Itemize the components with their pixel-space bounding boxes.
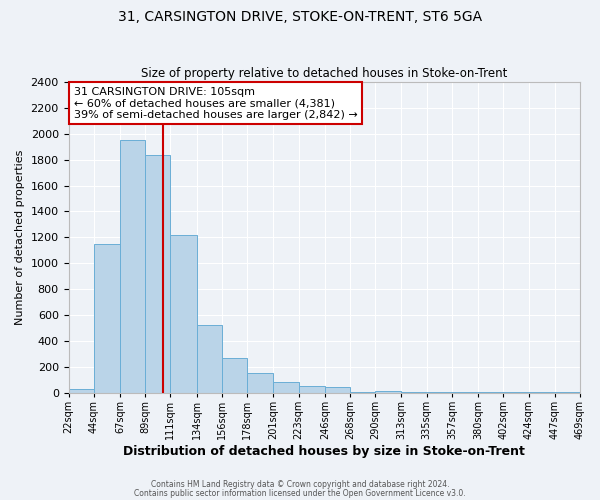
Text: Contains HM Land Registry data © Crown copyright and database right 2024.: Contains HM Land Registry data © Crown c… [151, 480, 449, 489]
Bar [120, 140, 145, 392]
Text: Contains public sector information licensed under the Open Government Licence v3: Contains public sector information licen… [134, 488, 466, 498]
Bar [247, 373, 274, 392]
X-axis label: Distribution of detached houses by size in Stoke-on-Trent: Distribution of detached houses by size … [124, 444, 525, 458]
Bar [197, 326, 222, 392]
Bar [145, 154, 170, 392]
Bar [299, 386, 325, 392]
Bar [68, 388, 94, 392]
Text: 31 CARSINGTON DRIVE: 105sqm
← 60% of detached houses are smaller (4,381)
39% of : 31 CARSINGTON DRIVE: 105sqm ← 60% of det… [74, 86, 358, 120]
Bar [325, 388, 350, 392]
Bar [274, 382, 299, 392]
Y-axis label: Number of detached properties: Number of detached properties [15, 150, 25, 325]
Text: 31, CARSINGTON DRIVE, STOKE-ON-TRENT, ST6 5GA: 31, CARSINGTON DRIVE, STOKE-ON-TRENT, ST… [118, 10, 482, 24]
Title: Size of property relative to detached houses in Stoke-on-Trent: Size of property relative to detached ho… [141, 66, 508, 80]
Bar [222, 358, 247, 392]
Bar [170, 235, 197, 392]
Bar [94, 244, 120, 392]
